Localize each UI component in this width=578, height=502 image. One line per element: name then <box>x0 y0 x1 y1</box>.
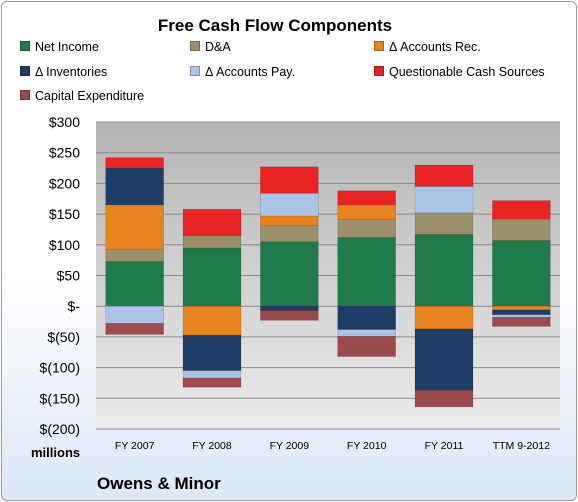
bar-segment <box>414 186 474 214</box>
bar-segment <box>105 167 164 206</box>
bar-segment <box>492 309 551 316</box>
bar-segment <box>105 305 164 324</box>
legend-swatch <box>190 66 200 76</box>
bar-segment <box>182 370 242 379</box>
bar-segment <box>182 305 242 336</box>
bar-segment <box>414 164 474 187</box>
x-tick-label: FY 2008 <box>192 440 232 452</box>
y-tick-label: $150 <box>49 206 80 222</box>
bar-segment <box>492 200 551 220</box>
bar-segment <box>337 204 396 220</box>
bar-segment <box>337 329 396 337</box>
legend-label: Δ Accounts Pay. <box>205 65 296 79</box>
bar-segment <box>337 305 396 330</box>
x-tick-label: TTM 9-2012 <box>493 440 550 452</box>
bar-segment <box>260 224 319 243</box>
legend-swatch <box>374 41 384 51</box>
legend-item: Δ Accounts Rec. <box>374 40 481 54</box>
legend-swatch <box>190 41 200 51</box>
bar-segment <box>492 305 551 311</box>
bar-segment <box>105 248 164 262</box>
bar-segment <box>337 335 396 357</box>
bar-segment <box>260 192 319 217</box>
bar-segment <box>414 234 474 307</box>
bar-segment <box>182 247 242 307</box>
legend-item: Questionable Cash Sources <box>374 65 545 79</box>
legend-swatch <box>374 66 384 76</box>
bar-segment <box>492 314 551 318</box>
x-tick-label: FY 2010 <box>347 440 387 452</box>
bar-segment <box>414 305 474 330</box>
y-tick-label: $200 <box>49 175 80 191</box>
legend-label: D&A <box>205 40 231 54</box>
bar-segment <box>182 334 242 371</box>
legend-item: D&A <box>190 40 231 54</box>
x-tick-label: FY 2011 <box>425 440 464 452</box>
y-tick-label: $250 <box>49 145 80 161</box>
bar-segment <box>414 212 474 235</box>
bar-segment <box>105 323 164 335</box>
legend-label: Δ Accounts Rec. <box>389 40 481 54</box>
legend-label: Net Income <box>35 40 99 54</box>
legend-item: Net Income <box>20 40 99 54</box>
legend-swatch <box>20 41 30 51</box>
bar-segment <box>105 261 164 307</box>
bar-segment <box>105 157 164 169</box>
y-tick-label: $(200) <box>40 421 80 437</box>
chart-title: Free Cash Flow Components <box>157 16 393 35</box>
y-tick-label: $(50) <box>47 329 80 345</box>
y-tick-label: $(100) <box>40 360 80 376</box>
bar-segment <box>260 310 319 321</box>
y-tick-label: $300 <box>49 114 80 130</box>
bar-segment <box>337 190 396 206</box>
legend-swatch <box>20 90 30 100</box>
legend-label: Questionable Cash Sources <box>389 65 545 79</box>
bar-segment <box>414 328 474 391</box>
bar-segment <box>492 316 551 327</box>
company-name: Owens & Minor <box>97 474 221 493</box>
y-tick-label: $- <box>68 298 81 314</box>
bar-segment <box>337 218 396 238</box>
legend-item: Δ Inventories <box>20 65 107 79</box>
bar-segment <box>182 377 242 388</box>
y-tick-label: $50 <box>57 268 81 284</box>
bar-segment <box>260 241 319 307</box>
bar-segment <box>182 235 242 249</box>
legend-swatch <box>20 66 30 76</box>
bar-segment <box>105 204 164 250</box>
bar-segment <box>260 215 319 226</box>
x-tick-label: FY 2007 <box>115 440 155 452</box>
bar-segment <box>182 208 242 236</box>
legend-label: Δ Inventories <box>35 65 108 79</box>
bar-segment <box>492 218 551 241</box>
bar-segment <box>414 390 474 408</box>
y-tick-label: $100 <box>49 237 80 253</box>
legend-label: Capital Expenditure <box>35 89 145 103</box>
y-tick-label: $(150) <box>40 390 80 406</box>
bar-segment <box>337 237 396 307</box>
x-tick-label: FY 2009 <box>270 440 310 452</box>
legend-item: Δ Accounts Pay. <box>190 65 295 79</box>
units-label: millions <box>31 445 81 460</box>
bar-segment <box>492 240 551 307</box>
legend-item: Capital Expenditure <box>20 89 144 103</box>
bar-segment <box>260 305 319 311</box>
bar-segment <box>260 166 319 194</box>
